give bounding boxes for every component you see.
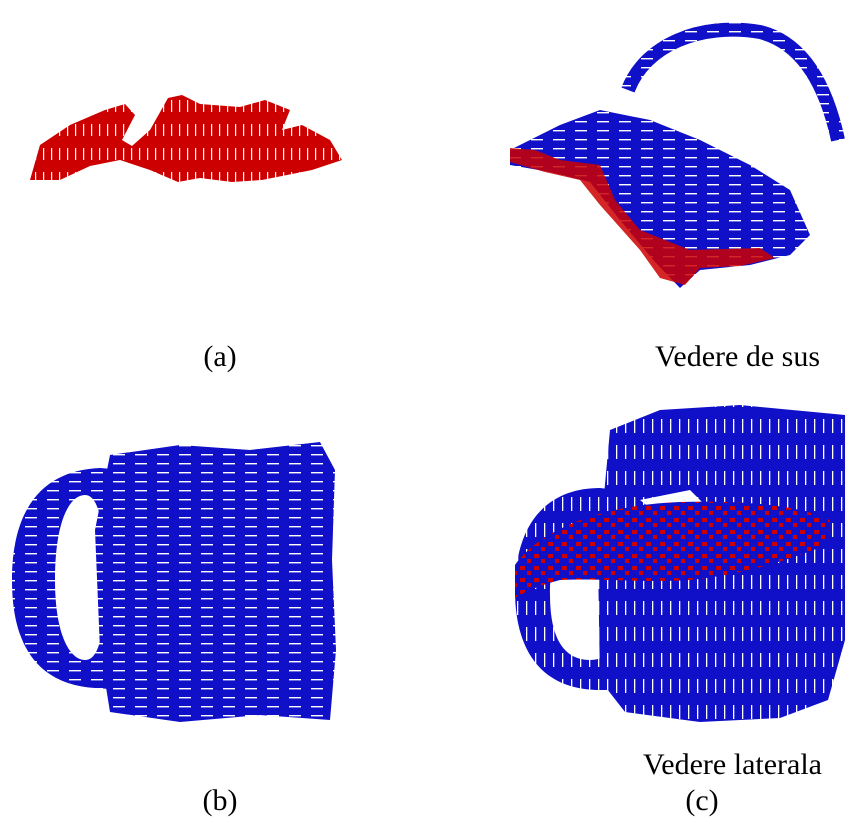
caption: (c) bbox=[685, 784, 718, 817]
caption: Vedere laterala bbox=[643, 748, 822, 781]
caption: Vedere de sus bbox=[655, 340, 820, 373]
page: {"figure": {"panels": [ {"caption": "(a)… bbox=[0, 0, 845, 821]
point-cloud-a bbox=[30, 95, 342, 182]
figure: (a) Vedere de sus (b) Vedere laterala (c… bbox=[0, 0, 845, 821]
caption: (a) bbox=[203, 340, 236, 373]
mug-body-b bbox=[95, 442, 336, 722]
point-cloud-arc bbox=[628, 30, 838, 140]
mug-handle-b bbox=[12, 468, 125, 690]
caption: (b) bbox=[203, 784, 238, 817]
